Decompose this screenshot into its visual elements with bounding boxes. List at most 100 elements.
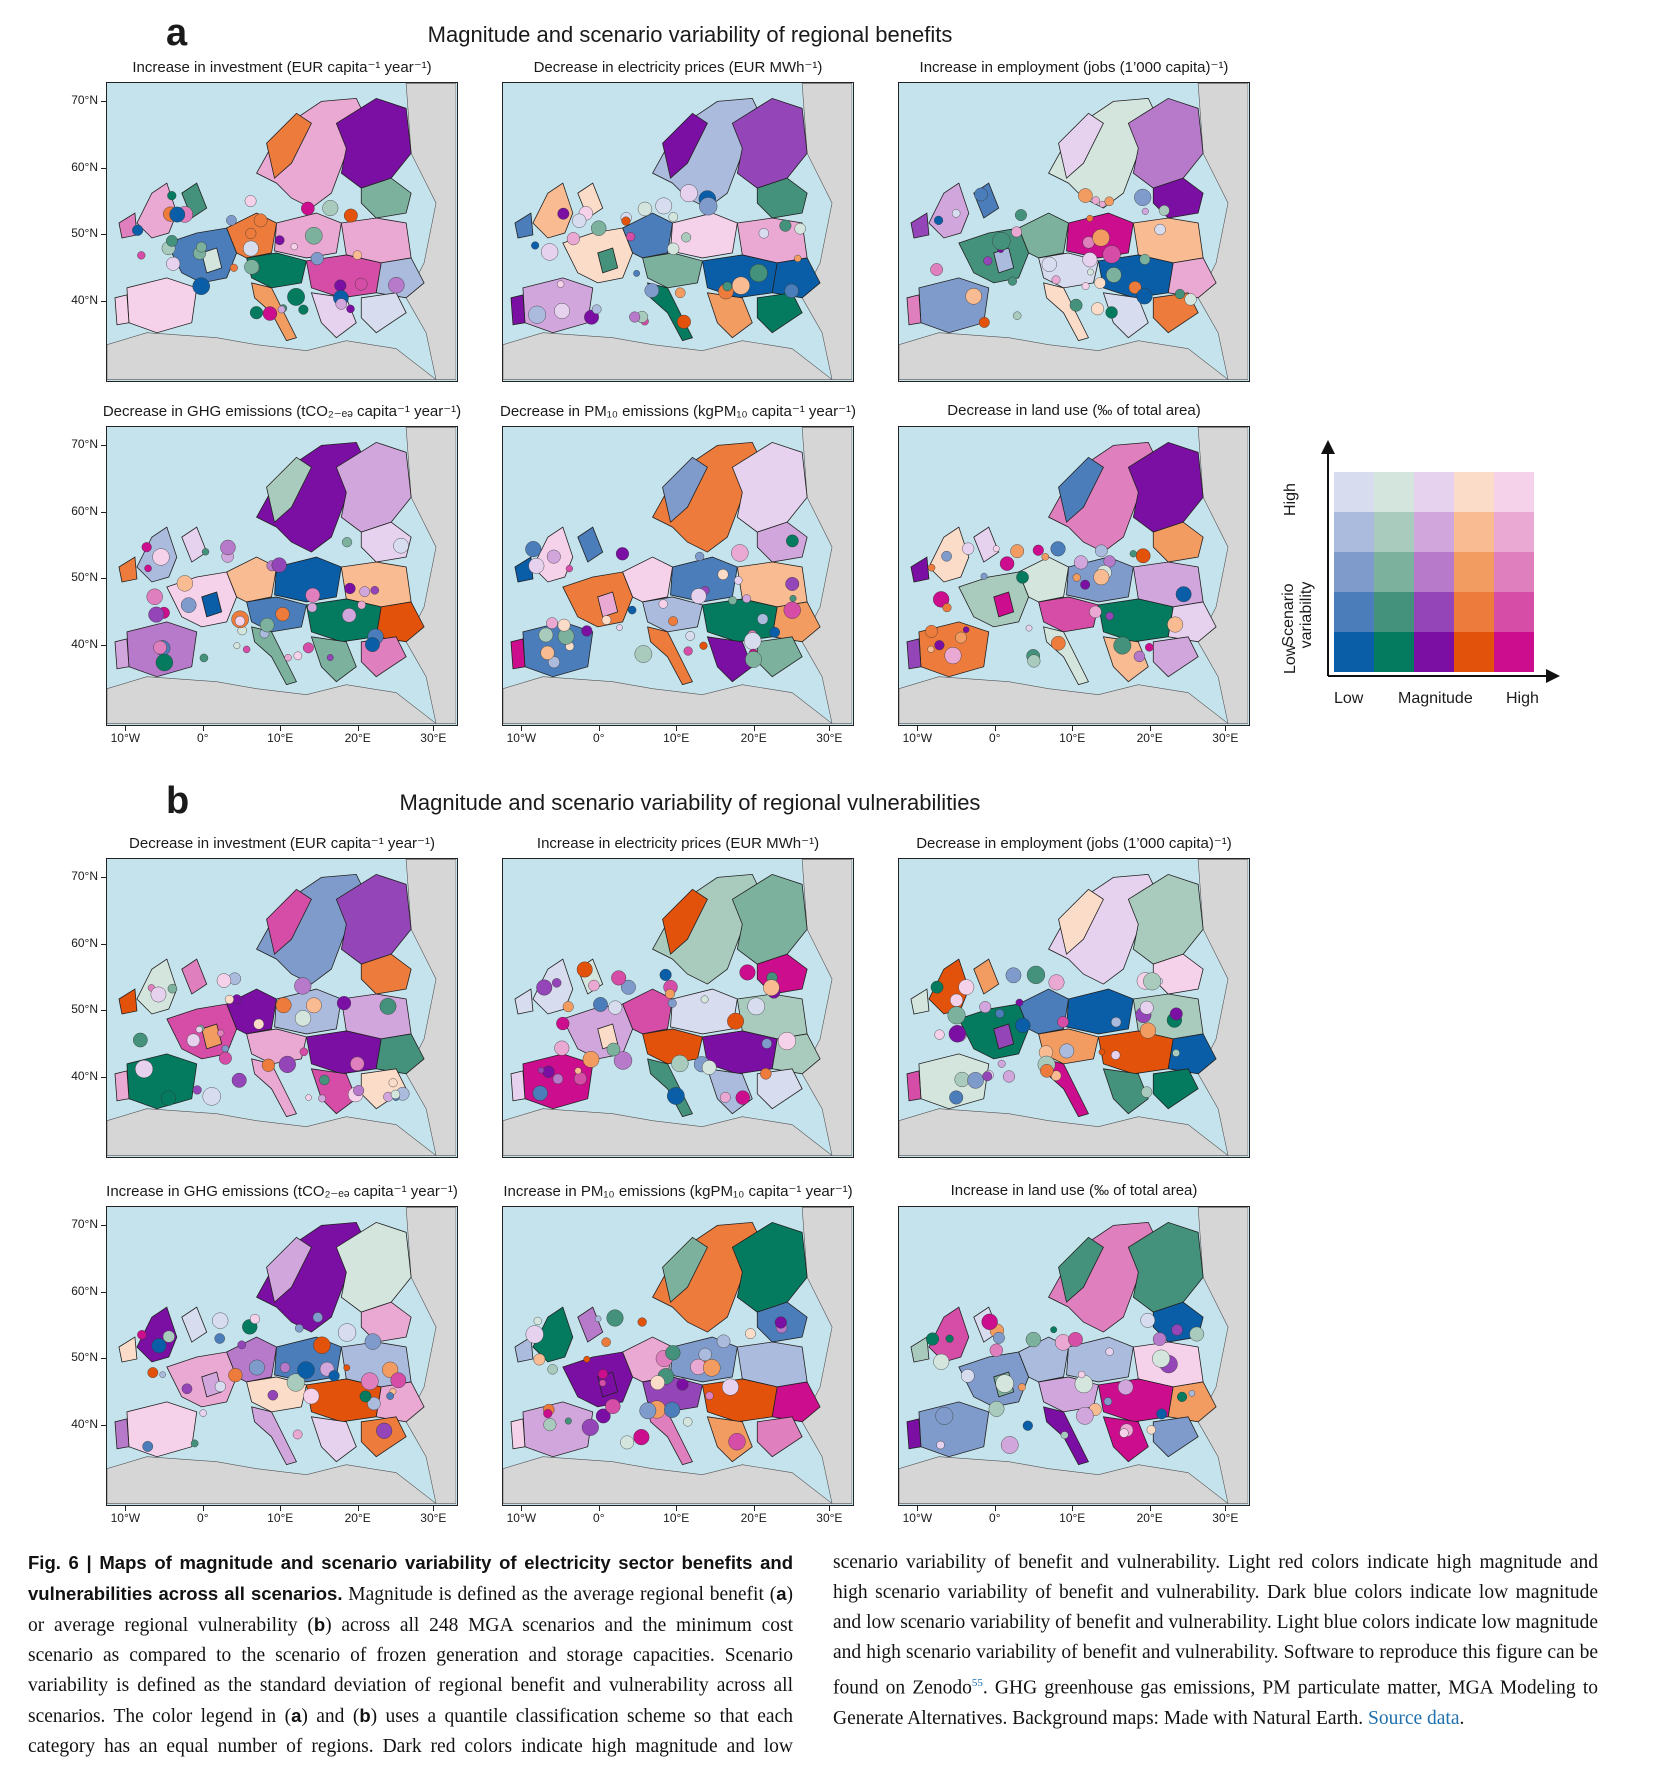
subregion	[644, 283, 660, 298]
map-title: Increase in employment (jobs (1’000 capi…	[919, 59, 1229, 76]
lon-tick-mark	[753, 726, 755, 731]
lat-tick-label: 40°N	[71, 293, 98, 307]
subregion	[936, 1440, 945, 1450]
subregion	[761, 1038, 773, 1049]
subregion	[1025, 624, 1033, 632]
subregion	[1000, 1436, 1019, 1454]
subregion	[620, 979, 636, 995]
region-shape	[1058, 456, 1104, 523]
subregion	[537, 1067, 545, 1074]
region-shape	[756, 1416, 803, 1458]
region-shape	[1043, 626, 1090, 686]
region-shape	[993, 1023, 1015, 1050]
region-shape	[642, 252, 703, 289]
subregion	[141, 542, 152, 553]
lat-tick-mark	[101, 234, 106, 236]
subregion	[777, 1032, 796, 1051]
caption-text-7: .	[1459, 1707, 1465, 1729]
region-shape	[622, 556, 673, 603]
subregion	[658, 599, 668, 609]
lon-tick-label: 10°W	[506, 1511, 537, 1525]
subregion	[532, 1085, 548, 1101]
subregion	[556, 280, 565, 288]
map-title: Decrease in employment (jobs (1’000 capi…	[916, 835, 1232, 852]
subregion	[1015, 209, 1027, 221]
lat-tick-label: 50°N	[71, 226, 98, 241]
subregion	[543, 1418, 557, 1432]
subregion	[525, 541, 542, 558]
source-data-link[interactable]: Source data	[1368, 1707, 1460, 1729]
subregion	[1174, 288, 1185, 300]
map-title: Decrease in electricity prices (EUR MWh⁻…	[533, 59, 823, 76]
legend-color-cell	[1414, 632, 1454, 672]
subregion	[667, 1087, 685, 1105]
lat-tick-mark	[101, 100, 106, 102]
lon-tick-mark	[357, 726, 359, 731]
region-shape	[201, 247, 223, 274]
region-shape	[266, 888, 312, 955]
subregion	[562, 1001, 574, 1013]
region-shape	[201, 591, 223, 618]
subregion	[783, 601, 801, 619]
caption-text-3: ) across all 248 MGA scenarios and the m…	[28, 1615, 793, 1727]
subregion	[554, 1040, 570, 1056]
subregion	[284, 653, 292, 662]
outside-land	[107, 1207, 456, 1504]
region-shape	[532, 1306, 574, 1363]
subregion	[1073, 555, 1088, 570]
subregion	[613, 1051, 633, 1070]
subregion	[167, 191, 177, 201]
subregion	[350, 1056, 365, 1072]
subregion	[301, 201, 315, 216]
lon-tick-mark	[1225, 726, 1227, 731]
lat-tick-label: 40°N	[71, 1069, 98, 1083]
subregion	[763, 979, 780, 996]
region-shape	[562, 1003, 634, 1060]
region-shape	[1152, 636, 1199, 678]
subregion	[727, 1012, 744, 1030]
subregion	[365, 637, 380, 652]
subregion	[1104, 196, 1115, 207]
subregion	[621, 216, 631, 226]
subregion	[212, 1312, 229, 1329]
subregion	[769, 626, 780, 638]
subregion	[1105, 1347, 1114, 1356]
lon-tick-mark	[829, 1506, 831, 1511]
region-shape	[118, 1336, 138, 1363]
lon-tick-mark	[280, 726, 282, 731]
region-shape	[1152, 521, 1204, 563]
subregion	[1119, 1428, 1129, 1438]
subregion	[1158, 205, 1170, 216]
choropleth-map	[898, 858, 1250, 1158]
region-shape	[1152, 1416, 1199, 1458]
region-shape	[375, 1033, 425, 1075]
region-shape	[910, 556, 930, 583]
subregion	[1128, 281, 1142, 294]
subregion	[933, 1353, 950, 1370]
subregion	[599, 1379, 607, 1387]
subregion	[267, 1389, 279, 1401]
subregion	[988, 1400, 1005, 1417]
region-shape	[756, 636, 803, 678]
subregion	[980, 572, 988, 580]
subregion	[1172, 1049, 1180, 1057]
subregion	[166, 256, 181, 271]
lat-tick-label: 50°N	[71, 570, 98, 585]
subregion	[341, 608, 357, 623]
subregion	[142, 1441, 154, 1452]
region-shape	[251, 1406, 298, 1466]
caption-zenodo-ref[interactable]: 55	[971, 1677, 983, 1689]
region-shape	[597, 1023, 619, 1050]
subregion	[941, 550, 952, 562]
region-shape	[201, 1023, 223, 1050]
lon-tick-mark	[125, 1506, 127, 1511]
subregion	[564, 1417, 572, 1425]
region-shape	[1097, 1030, 1174, 1075]
subregion	[1189, 1326, 1205, 1342]
lat-tick-mark	[101, 578, 106, 580]
subregion	[1154, 223, 1166, 236]
legend-color-cell	[1374, 592, 1414, 632]
lat-tick-mark	[101, 444, 106, 446]
region-shape	[360, 953, 412, 995]
region-shape	[375, 257, 425, 299]
